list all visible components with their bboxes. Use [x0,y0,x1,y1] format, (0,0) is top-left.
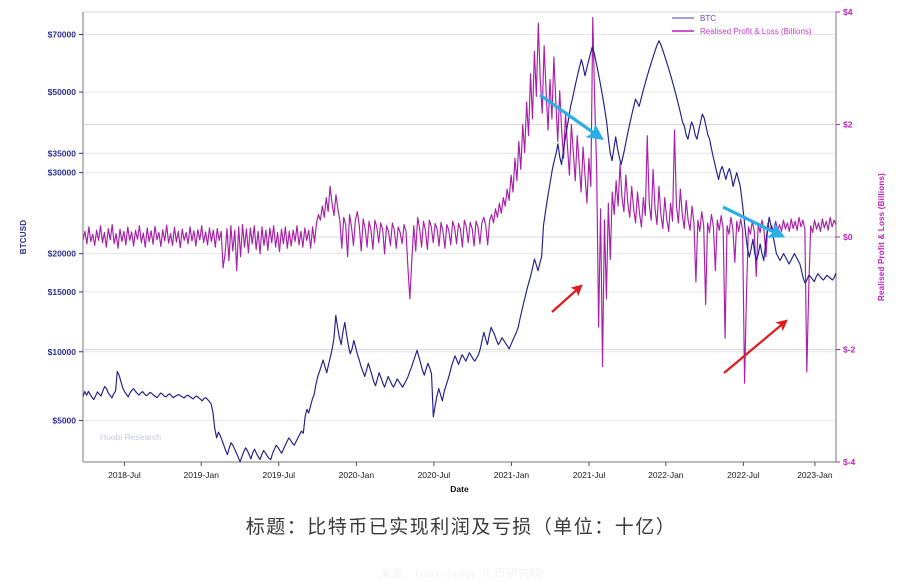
tick-label-right-0: $4 [843,7,853,17]
tick-label-left-2: $35000 [48,148,77,158]
series-btc-price [82,40,837,463]
red-arrow-loss-spike-2021 [551,284,583,313]
tick-label-bottom-8: 2022-Jul [727,470,760,480]
tick-label-bottom-5: 2021-Jan [494,470,530,480]
legend-label-0: BTC [700,14,716,23]
legend-label-1: Realised Profit & Loss (Billions) [700,27,812,36]
series-realised-pnl [82,17,837,384]
tick-label-bottom-3: 2020-Jan [339,470,375,480]
tick-label-left-6: $10000 [48,347,77,357]
tick-label-bottom-1: 2019-Jan [183,470,219,480]
watermark-huobi-research: Huobi Research [100,432,161,442]
tick-label-right-3: $-2 [843,345,856,355]
tick-label-bottom-6: 2021-Jul [573,470,606,480]
axis-title-realised-pnl: Realised Profit & Loss (Billions) [877,173,886,301]
tick-label-left-3: $30000 [48,168,77,178]
tick-label-left-5: $15000 [48,287,77,297]
tick-label-left-4: $20000 [48,249,77,259]
tick-label-right-1: $2 [843,120,853,130]
axis-title-btcusd: BTCUSD [19,220,28,255]
tick-label-right-2: $0 [843,232,853,242]
cyan-arrow-btc-drawdown-2021 [539,93,604,141]
tick-label-bottom-4: 2020-Jul [418,470,451,480]
tick-label-left-0: $70000 [48,30,77,40]
legend: BTC Realised Profit & Loss (Billions) [672,14,812,36]
tick-label-left-1: $50000 [48,87,77,97]
tick-label-bottom-2: 2019-Jul [262,470,295,480]
caption-block: 标题：比特币已实现利润及亏损（单位：十亿） 来源：Glassnode，火币研究院 [0,500,922,580]
tick-label-right-4: $-4 [843,457,856,467]
caption-title: 标题：比特币已实现利润及亏损（单位：十亿） [245,517,677,538]
tick-label-left-7: $5000 [52,416,76,426]
caption-source: 来源：Glassnode，火币研究院 [379,568,543,580]
tick-label-bottom-0: 2018-Jul [108,470,141,480]
chart-figure: Huobi Research $70000 $50000 $35000 $30000 $2… [19,7,886,494]
tick-label-bottom-9: 2023-Jan [797,470,833,480]
cyan-arrow-btc-drawdown-2022 [722,205,786,238]
btc-realised-pnl-chart: Huobi Research $70000 $50000 $35000 $30000 $2… [19,7,886,494]
red-arrow-loss-spike-2022 [723,319,788,374]
axis-title-date: Date [450,484,469,494]
tick-label-bottom-7: 2022-Jan [648,470,684,480]
